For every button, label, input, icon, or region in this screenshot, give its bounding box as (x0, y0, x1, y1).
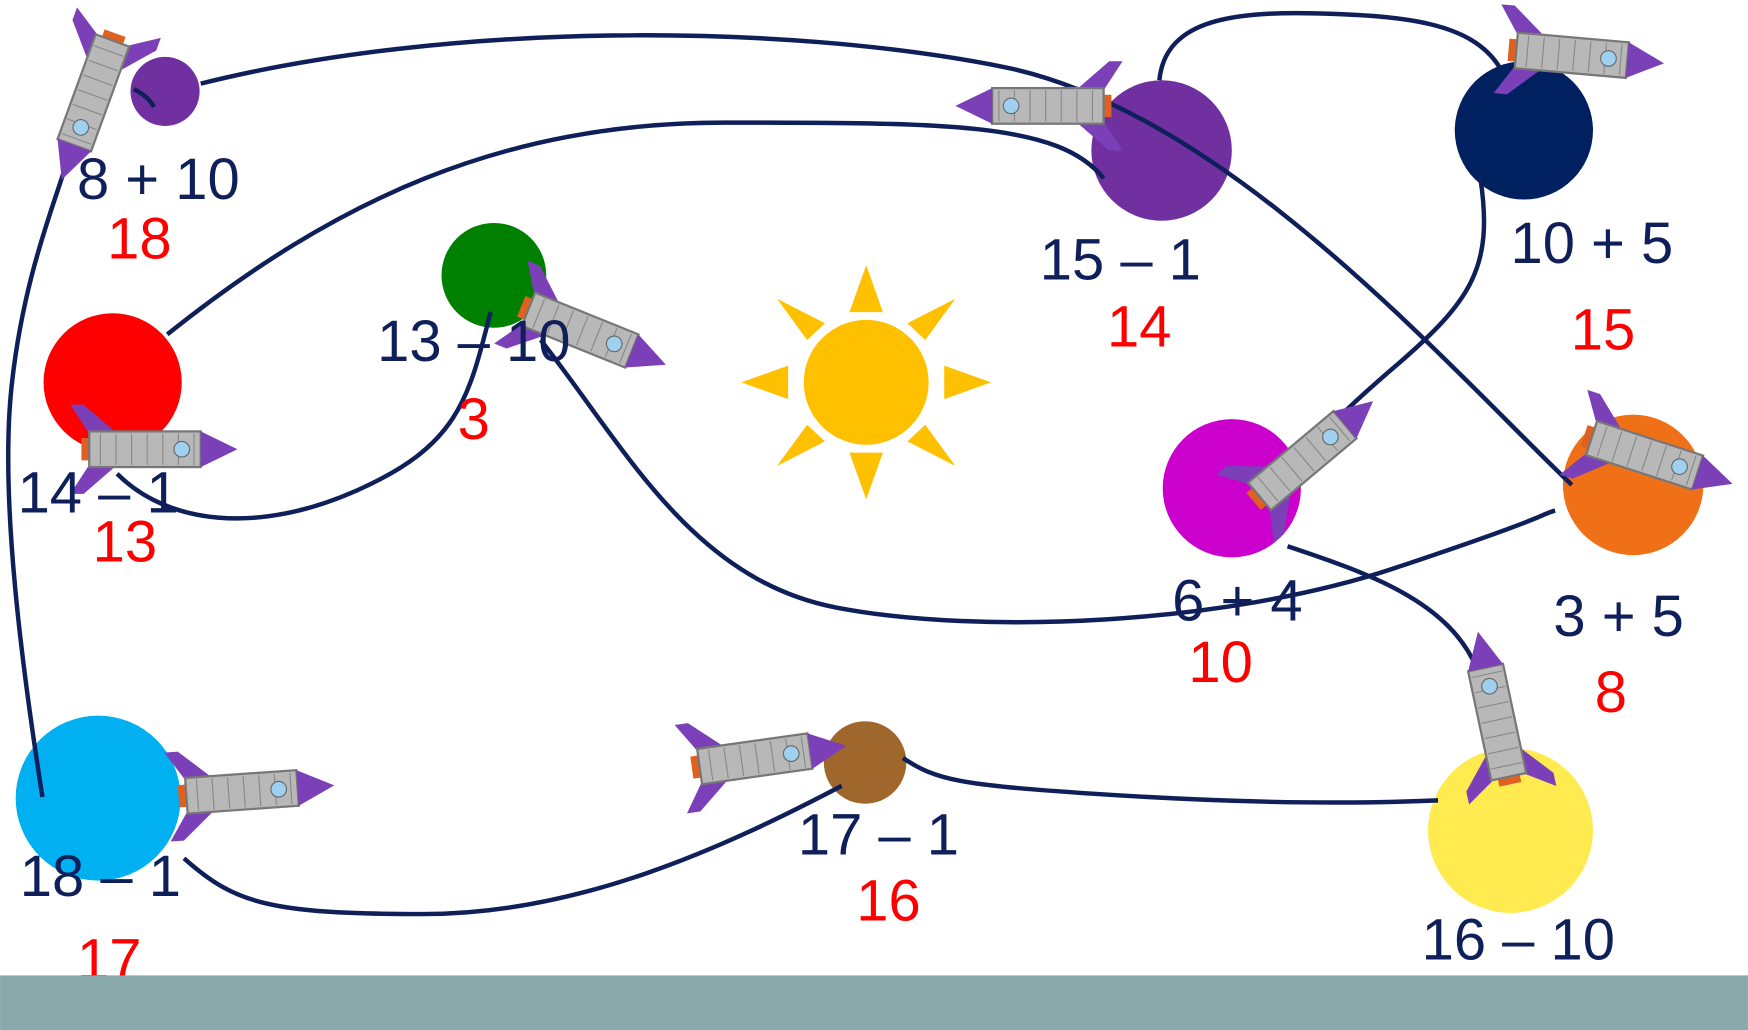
expression: 6 + 4 (1172, 570, 1303, 634)
answer: 14 (1107, 295, 1171, 359)
sun (741, 265, 991, 499)
expression: 3 + 5 (1553, 585, 1684, 649)
answer: 3 (458, 388, 490, 452)
answer: 18 (107, 207, 171, 271)
planet (824, 721, 906, 803)
footer-bar (0, 975, 1748, 1030)
expression: 17 – 1 (798, 804, 959, 868)
expression: 13 – 10 (377, 310, 570, 374)
expression: 15 – 1 (1040, 229, 1201, 293)
answer: 13 (93, 511, 157, 575)
answer: 10 (1188, 631, 1252, 695)
rocket-window (1003, 98, 1019, 114)
sun-core (804, 320, 929, 445)
answer: 15 (1571, 299, 1635, 363)
expression: 18 – 1 (20, 845, 181, 909)
rocket-window (270, 781, 287, 798)
answer: 16 (856, 869, 920, 933)
expression: 16 – 10 (1422, 908, 1615, 972)
planet (1455, 61, 1593, 199)
expression: 8 + 10 (77, 148, 240, 212)
page: 8 + 101814 – 11313 – 10315 – 11410 + 515… (0, 0, 1748, 1030)
expression: 10 + 5 (1511, 212, 1674, 276)
worksheet: 8 + 101814 – 11313 – 10315 – 11410 + 515… (0, 0, 1748, 1030)
rocket-window (174, 441, 190, 457)
answer: 8 (1595, 661, 1627, 725)
